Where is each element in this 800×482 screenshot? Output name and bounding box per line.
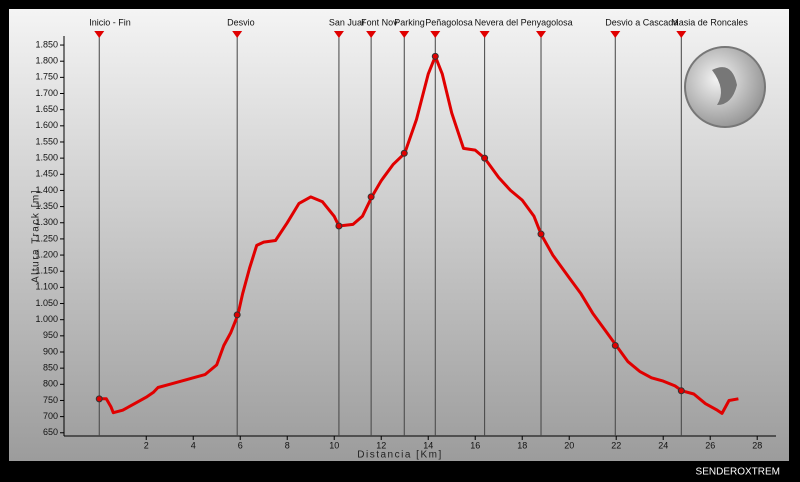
y-axis-label: Altura Track [m] xyxy=(31,189,42,283)
x-tick-label: 10 xyxy=(329,440,339,450)
waypoint-marker xyxy=(94,31,105,38)
y-tick-label: 1.400 xyxy=(35,185,58,195)
waypoint-marker xyxy=(676,31,687,38)
y-tick-label: 950 xyxy=(43,330,58,340)
x-tick-label: 12 xyxy=(376,440,386,450)
waypoint-point xyxy=(537,230,545,238)
x-tick-label: 14 xyxy=(423,440,433,450)
waypoint-label: Nevera del Penyagolosa xyxy=(475,17,573,27)
y-tick-label: 1.700 xyxy=(35,88,58,98)
y-tick-label: 700 xyxy=(43,411,58,421)
waypoint-marker xyxy=(333,31,344,38)
x-tick-label: 6 xyxy=(238,440,243,450)
y-tick-label: 1.850 xyxy=(35,39,58,49)
waypoint-label: Inicio - Fin xyxy=(89,17,131,27)
y-tick-label: 1.150 xyxy=(35,266,58,276)
waypoint-point xyxy=(95,395,103,403)
x-tick-label: 4 xyxy=(191,440,196,450)
y-tick-label: 1.350 xyxy=(35,201,58,211)
waypoint-point xyxy=(400,149,408,157)
x-tick-label: 8 xyxy=(285,440,290,450)
profile-line xyxy=(99,54,739,415)
y-tick-label: 1.100 xyxy=(35,282,58,292)
panel xyxy=(9,9,789,461)
y-tick-label: 1.050 xyxy=(35,298,58,308)
y-tick-label: 1.450 xyxy=(35,169,58,179)
x-tick-label: 22 xyxy=(611,440,621,450)
waypoint-marker xyxy=(399,31,410,38)
waypoint-marker xyxy=(430,31,441,38)
y-tick-label: 1.550 xyxy=(35,136,58,146)
waypoint-marker xyxy=(536,31,547,38)
x-tick-label: 18 xyxy=(517,440,527,450)
y-tick-label: 1.500 xyxy=(35,153,58,163)
waypoint-label: Desvio a Cascada xyxy=(605,17,678,27)
x-axis-label: Distancia [Km] xyxy=(357,450,442,461)
waypoint-point xyxy=(367,193,375,201)
waypoint-point xyxy=(611,342,619,350)
watermark: SENDEROXTREM xyxy=(696,467,780,478)
x-tick-label: 26 xyxy=(705,440,715,450)
waypoint-label: Desvio xyxy=(227,17,255,27)
y-tick-label: 750 xyxy=(43,395,58,405)
y-tick-label: 1.250 xyxy=(35,233,58,243)
y-tick-label: 1.650 xyxy=(35,104,58,114)
y-tick-label: 900 xyxy=(43,346,58,356)
y-tick-label: 1.300 xyxy=(35,217,58,227)
y-tick-label: 800 xyxy=(43,379,58,389)
x-tick-label: 24 xyxy=(658,440,668,450)
x-tick-label: 28 xyxy=(752,440,762,450)
y-tick-label: 1.800 xyxy=(35,56,58,66)
y-tick-label: 1.000 xyxy=(35,314,58,324)
logo xyxy=(684,46,766,128)
x-tick-label: 2 xyxy=(144,440,149,450)
waypoint-point xyxy=(431,52,439,60)
waypoint-label: Font Nov xyxy=(361,17,398,27)
y-tick-label: 1.200 xyxy=(35,249,58,259)
waypoint-marker xyxy=(232,31,243,38)
waypoint-point xyxy=(335,222,343,230)
x-tick-label: 16 xyxy=(470,440,480,450)
waypoint-point xyxy=(233,311,241,319)
waypoint-label: Parking xyxy=(394,17,425,27)
waypoint-marker xyxy=(366,31,377,38)
y-tick-label: 650 xyxy=(43,427,58,437)
y-tick-label: 850 xyxy=(43,363,58,373)
y-tick-label: 1.750 xyxy=(35,72,58,82)
waypoint-label: Masia de Roncales xyxy=(671,17,748,27)
y-tick-label: 1.600 xyxy=(35,120,58,130)
waypoint-marker xyxy=(479,31,490,38)
waypoint-label: San Juar xyxy=(329,17,365,27)
waypoint-label: Peñagolosa xyxy=(425,17,473,27)
waypoint-point xyxy=(481,154,489,162)
waypoint-point xyxy=(677,387,685,395)
waypoint-marker xyxy=(610,31,621,38)
x-tick-label: 20 xyxy=(564,440,574,450)
